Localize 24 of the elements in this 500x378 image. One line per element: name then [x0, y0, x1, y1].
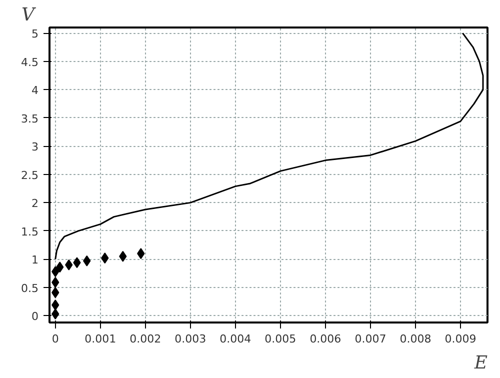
y-tick-label: 4	[32, 84, 38, 98]
line-series	[54, 32, 484, 260]
y-tick-label: 1	[32, 254, 38, 267]
x-tick-label: 0.002	[130, 332, 162, 346]
y-tick-label: 3.5	[21, 112, 39, 126]
x-tick-label: 0.007	[354, 332, 386, 346]
x-tick-label: 0.003	[174, 332, 206, 346]
x-tick-label: 0	[52, 332, 59, 346]
x-axis-title: E	[473, 352, 488, 374]
x-tick-label: 0.006	[310, 332, 342, 346]
y-tick-label: 4.5	[21, 56, 39, 69]
y-tick-label: 2.5	[21, 168, 39, 182]
x-tick-label: 0.004	[220, 332, 252, 346]
y-tick-label: 5	[32, 28, 38, 41]
x-tick-label: 0.005	[264, 332, 296, 346]
x-tick-label: 0.008	[400, 332, 432, 346]
y-tick-label: 0.5	[21, 282, 39, 295]
x-tick-label: 0.009	[444, 332, 476, 346]
y-tick-label: 0	[32, 310, 38, 324]
y-tick-label: 1.5	[21, 225, 39, 238]
x-tick-label: 0.001	[84, 332, 116, 346]
y-axis-title: V	[22, 4, 36, 26]
y-tick-label: 2	[32, 197, 38, 210]
y-tick-label: 3	[32, 140, 38, 154]
